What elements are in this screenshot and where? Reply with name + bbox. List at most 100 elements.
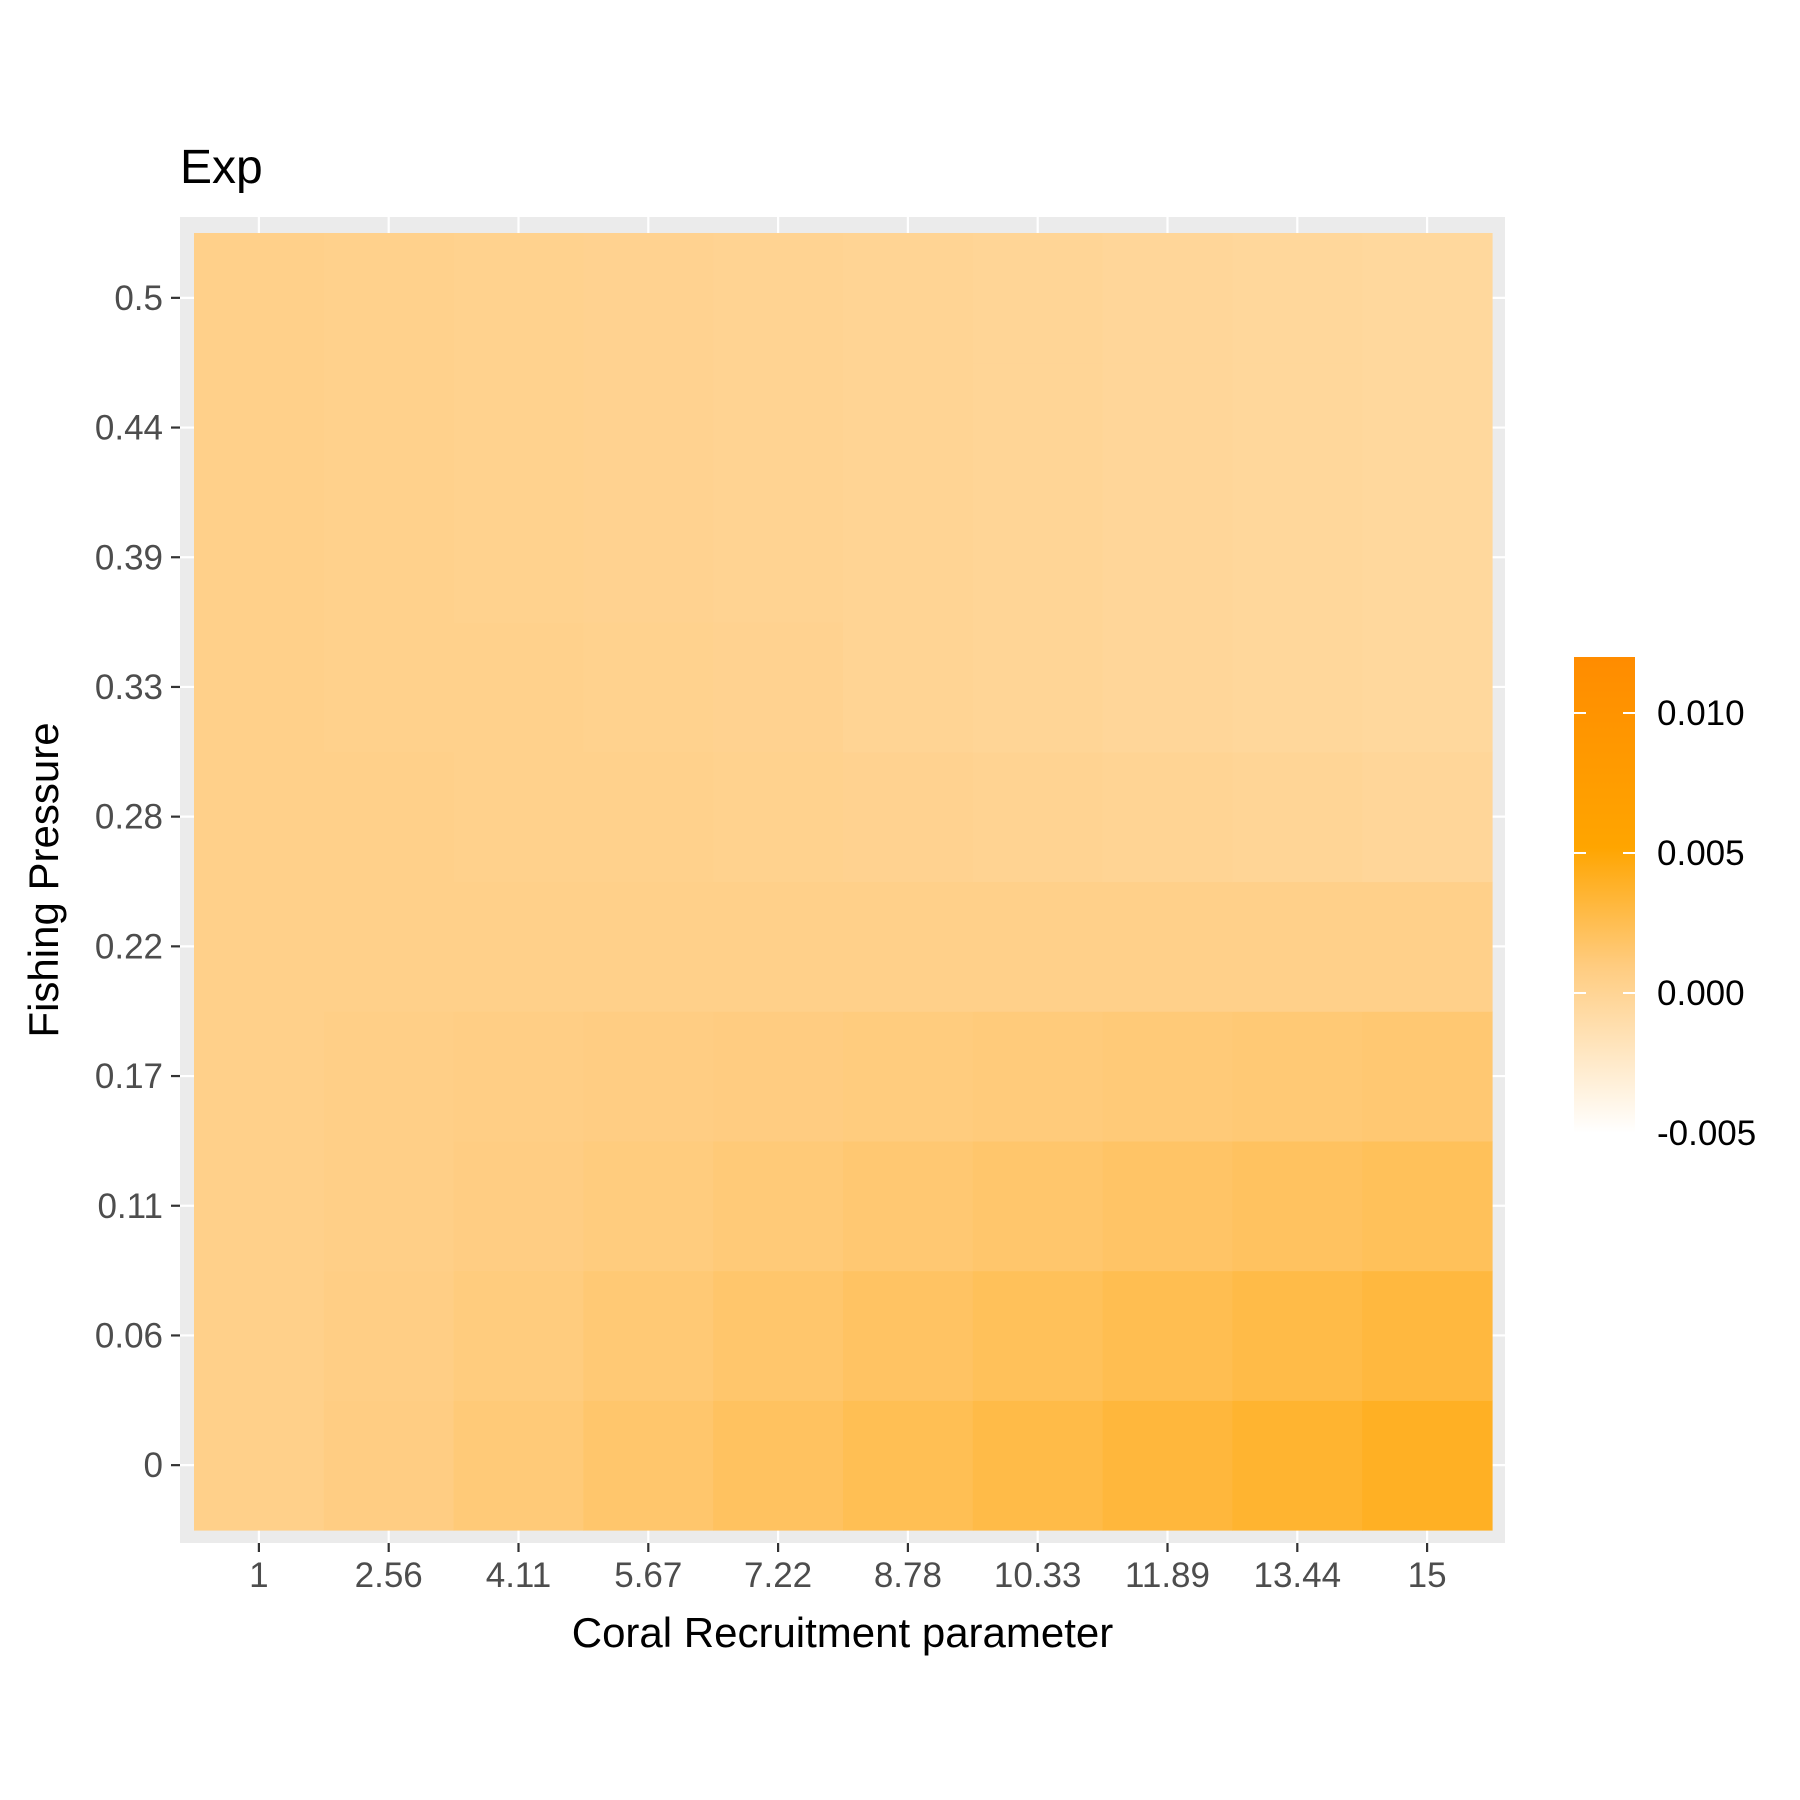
heatmap-cell [1102,492,1233,623]
x-tick-label: 8.78 [874,1556,942,1595]
heatmap-cell [843,492,974,623]
heatmap-cell [713,881,844,1012]
heatmap-cell [323,233,455,364]
heatmap-cell [1362,233,1493,364]
heatmap-cell [713,362,844,493]
heatmap-cell [1232,233,1363,364]
x-tick-label: 4.11 [486,1556,552,1595]
heatmap-cell [1102,751,1233,883]
y-tick-label: 0.11 [97,1187,163,1226]
heatmap-cell [843,1400,974,1531]
heatmap-cell [1232,362,1363,493]
heatmap-cell [713,1011,844,1142]
heatmap-cell [194,362,325,493]
y-tick-label: 0.17 [95,1057,163,1096]
heatmap-cell [583,622,714,753]
heatmap-cell [972,881,1104,1012]
heatmap-cell [972,362,1104,493]
heatmap-cell [843,233,974,364]
heatmap-cell [713,622,844,753]
heatmap-cell [843,1140,974,1272]
heatmap-cell [194,881,325,1012]
heatmap-cell [1362,751,1493,883]
heatmap-cell [453,362,584,493]
heatmap-cell [713,1270,844,1401]
heatmap-cell [713,233,844,364]
y-tick-label: 0 [144,1446,163,1485]
colorbar-label: 0.010 [1657,694,1745,733]
heatmap-cell [713,492,844,623]
x-tick-label: 5.67 [614,1556,682,1595]
heatmap-cell [713,1140,844,1272]
heatmap-cell [972,1140,1104,1272]
y-tick-label: 0.22 [95,927,163,966]
heatmap-cell [453,492,584,623]
heatmap-cell [1232,1140,1363,1272]
heatmap-cell [1362,881,1493,1012]
colorbar-label: 0.000 [1657,974,1745,1013]
heatmap-cell [1102,1270,1233,1401]
y-tick-label: 0.33 [95,668,163,707]
heatmap-cell [1362,1011,1493,1142]
heatmap-cell [583,1270,714,1401]
heatmap-cell [1362,1400,1493,1531]
heatmap-cell [194,492,325,623]
heatmap-cell [843,881,974,1012]
heatmap-cell [453,233,584,364]
heatmap-cell [194,1011,325,1142]
heatmap-cell [843,1011,974,1142]
heatmap-cell [1362,1140,1493,1272]
heatmap-cell [323,622,455,753]
heatmap-cell [323,492,455,623]
heatmap-cell [843,751,974,883]
heatmap-cell [194,1140,325,1272]
heatmap-cell [1102,233,1233,364]
x-tick-label: 2.56 [355,1556,423,1595]
x-tick-label: 7.22 [744,1556,812,1595]
heatmap-cell [323,1400,455,1531]
heatmap-cell [1102,362,1233,493]
heatmap-cell [194,233,325,364]
heatmap-cell [713,1400,844,1531]
heatmap-cell [453,622,584,753]
heatmap-cell [323,751,455,883]
heatmap-cell [843,362,974,493]
heatmap-cell [1362,362,1493,493]
colorbar-legend: -0.005 0.000 0.005 0.010 [1574,657,1756,1153]
heatmap-cell [323,1140,455,1272]
heatmap-cell [972,751,1104,883]
x-tick-label: 13.44 [1254,1556,1342,1595]
heatmap-cells [194,233,1493,1531]
y-axis: 0 0.06 0.11 0.17 0.22 0.28 0.33 0.39 0.44 0.5 [95,279,180,1485]
y-tick-label: 0.39 [95,538,163,577]
heatmap-cell [583,1011,714,1142]
x-axis: 1 2.56 4.11 5.67 7.22 8.78 10.33 11.89 13.44 15 [249,1543,1447,1595]
x-axis-title: Coral Recruitment parameter [572,1609,1114,1656]
heatmap-cell [194,751,325,883]
heatmap-cell [583,751,714,883]
colorbar-label: -0.005 [1657,1114,1756,1153]
heatmap-cell [972,1011,1104,1142]
heatmap-cell [1232,1011,1363,1142]
colorbar [1574,657,1635,1133]
heatmap-cell [1232,492,1363,623]
heatmap-cell [453,1270,584,1401]
heatmap-cell [1102,881,1233,1012]
chart-title: Exp [180,141,263,194]
heatmap-cell [1102,622,1233,753]
heatmap-cell [1232,622,1363,753]
heatmap-cell [843,1270,974,1401]
y-tick-label: 0.5 [114,279,163,318]
heatmap-cell [713,751,844,883]
heatmap-cell [583,1400,714,1531]
y-tick-label: 0.06 [95,1316,163,1355]
x-tick-label: 15 [1408,1556,1447,1595]
heatmap-cell [453,1140,584,1272]
heatmap-cell [1362,622,1493,753]
heatmap-cell [1102,1011,1233,1142]
heatmap-cell [583,881,714,1012]
heatmap-cell [323,881,455,1012]
heatmap-cell [583,1140,714,1272]
heatmap-cell [194,622,325,753]
heatmap-cell [972,233,1104,364]
